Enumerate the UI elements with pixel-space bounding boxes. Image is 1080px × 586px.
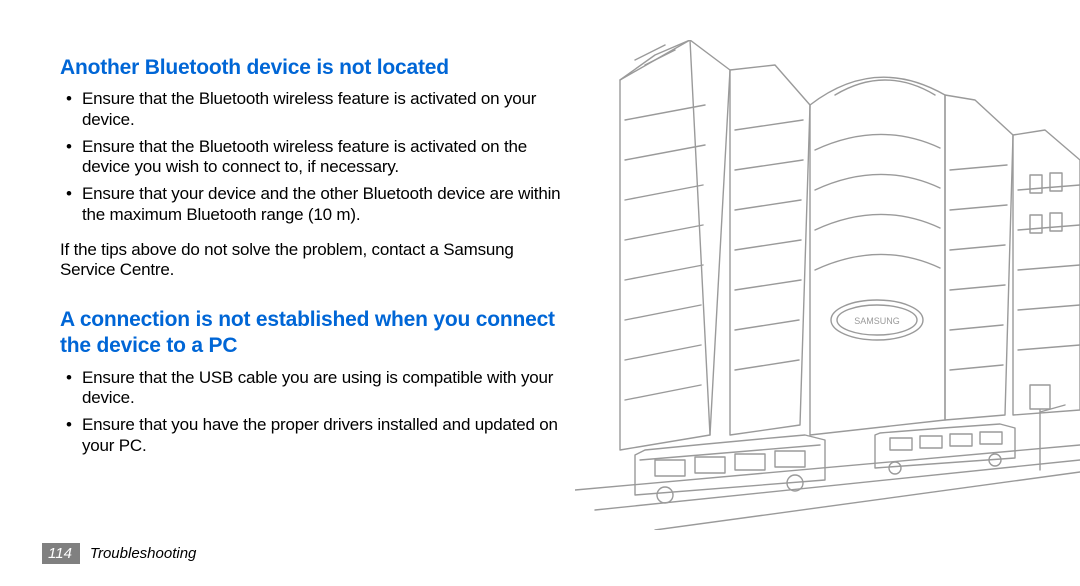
heading-bluetooth: Another Bluetooth device is not located (60, 55, 565, 81)
cityscape-illustration: SAMSUNG (575, 40, 1080, 530)
manual-page: Another Bluetooth device is not located … (0, 0, 1080, 586)
section-title: Troubleshooting (90, 545, 196, 562)
list-item: Ensure that the Bluetooth wireless featu… (60, 89, 565, 130)
pc-connection-bullet-list: Ensure that the USB cable you are using … (60, 368, 565, 457)
list-item: Ensure that the USB cable you are using … (60, 368, 565, 409)
cityscape-svg: SAMSUNG (575, 40, 1080, 530)
logo-text: SAMSUNG (854, 316, 900, 326)
bluetooth-bullet-list: Ensure that the Bluetooth wireless featu… (60, 89, 565, 225)
page-footer: 114 Troubleshooting (42, 543, 196, 564)
page-number: 114 (42, 543, 80, 564)
list-item: Ensure that you have the proper drivers … (60, 415, 565, 456)
list-item: Ensure that the Bluetooth wireless featu… (60, 137, 565, 178)
left-column: Another Bluetooth device is not located … (60, 55, 565, 457)
service-centre-paragraph: If the tips above do not solve the probl… (60, 240, 565, 281)
heading-pc-connection: A connection is not established when you… (60, 307, 565, 360)
list-item: Ensure that your device and the other Bl… (60, 184, 565, 225)
